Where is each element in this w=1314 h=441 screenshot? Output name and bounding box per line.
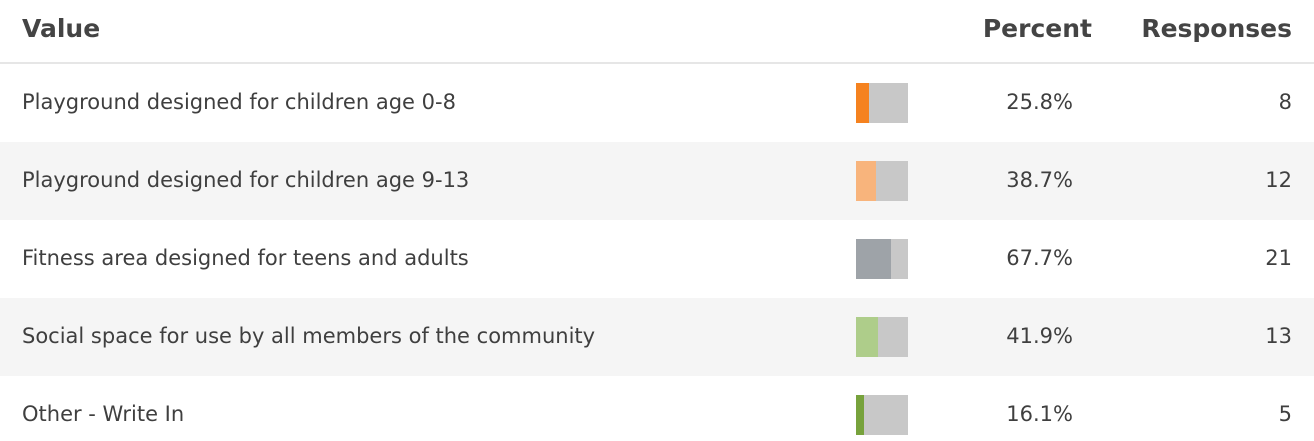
percent-bar [856, 395, 865, 435]
responses-cell: 21 [1265, 246, 1292, 270]
percent-cell: 16.1% [1006, 402, 1073, 426]
bar-track [856, 395, 908, 435]
responses-cell: 8 [1278, 90, 1292, 114]
responses-cell: 12 [1265, 168, 1292, 192]
percent-bar [856, 239, 892, 279]
percent-bar [856, 83, 870, 123]
table-header: Value Percent Responses [0, 0, 1314, 64]
percent-cell: 25.8% [1006, 90, 1073, 114]
header-value: Value [22, 14, 101, 43]
percent-bar [856, 317, 878, 357]
row-label: Social space for use by all members of t… [22, 324, 596, 348]
percent-bar [856, 161, 877, 201]
table-row: Playground designed for children age 0-8… [0, 64, 1314, 142]
row-label: Other - Write In [22, 402, 185, 426]
row-label: Fitness area designed for teens and adul… [22, 246, 469, 270]
table-row: Playground designed for children age 9-1… [0, 142, 1314, 220]
bar-track [856, 83, 908, 123]
percent-cell: 38.7% [1006, 168, 1073, 192]
row-label: Playground designed for children age 9-1… [22, 168, 470, 192]
table-row: Social space for use by all members of t… [0, 298, 1314, 376]
row-label: Playground designed for children age 0-8 [22, 90, 456, 114]
percent-cell: 67.7% [1006, 246, 1073, 270]
responses-cell: 5 [1278, 402, 1292, 426]
header-responses: Responses [1141, 14, 1292, 43]
percent-cell: 41.9% [1006, 324, 1073, 348]
bar-track [856, 161, 908, 201]
bar-track [856, 317, 908, 357]
header-percent: Percent [982, 14, 1092, 43]
table-row: Other - Write In 16.1% 5 [0, 376, 1314, 441]
responses-cell: 13 [1265, 324, 1292, 348]
table-row: Fitness area designed for teens and adul… [0, 220, 1314, 298]
bar-track [856, 239, 908, 279]
